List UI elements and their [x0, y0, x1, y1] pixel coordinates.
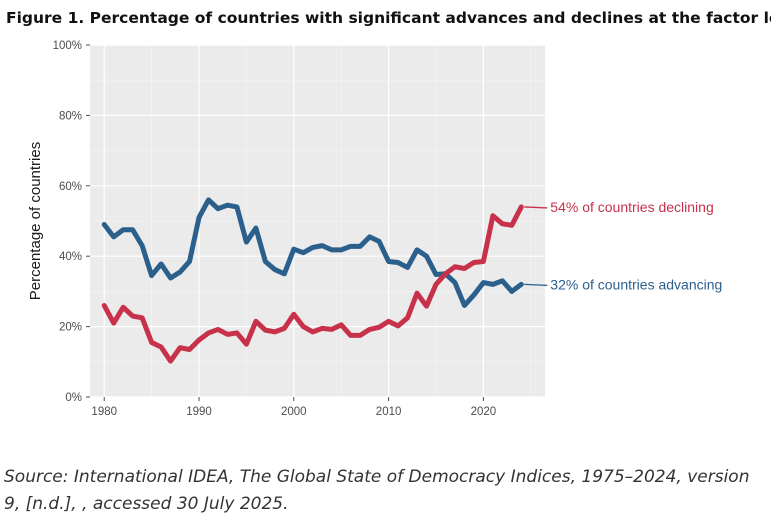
annotation-leader-advancing [524, 283, 548, 287]
annotation-label-declining: 54% of countries declining [550, 199, 713, 215]
x-tick-label: 2010 [376, 406, 402, 418]
series-line-advancing [101, 197, 524, 308]
y-tick-label: 80% [59, 110, 82, 122]
y-tick-label: 0% [65, 392, 82, 404]
x-tick-label: 2000 [281, 406, 307, 418]
y-tick-label: 40% [59, 251, 82, 263]
x-axis: 1980 1990 2000 2010 2020 [91, 397, 496, 418]
annotations: 54% of countries declining 32% of countri… [524, 199, 722, 292]
y-axis: 0% 20% 40% 60% 80% 100% [53, 40, 90, 404]
y-tick-label: 100% [53, 40, 82, 52]
series-line-declining [101, 204, 524, 364]
y-axis-label: Percentage of countries [27, 142, 44, 300]
series-layer [101, 197, 524, 364]
source-note: Source: International IDEA, The Global S… [4, 467, 750, 514]
y-tick-label: 20% [59, 322, 82, 334]
line-chart: 0%20%40%60%80%100% 1980 1990 2000 2010 2020 … [27, 40, 722, 418]
x-tick-label: 1980 [91, 406, 117, 418]
figure-title: Figure 1. Percentage of countries with s… [6, 9, 771, 27]
plot-panel [90, 44, 545, 398]
grid-major [90, 44, 545, 398]
grid-minor [90, 45, 545, 397]
annotation-leader-declining [524, 206, 548, 209]
x-tick-label: 1990 [186, 406, 212, 418]
annotation-label-advancing: 32% of countries advancing [550, 276, 722, 292]
y-tick-label: 60% [59, 181, 82, 193]
x-tick-label: 2020 [471, 406, 497, 418]
